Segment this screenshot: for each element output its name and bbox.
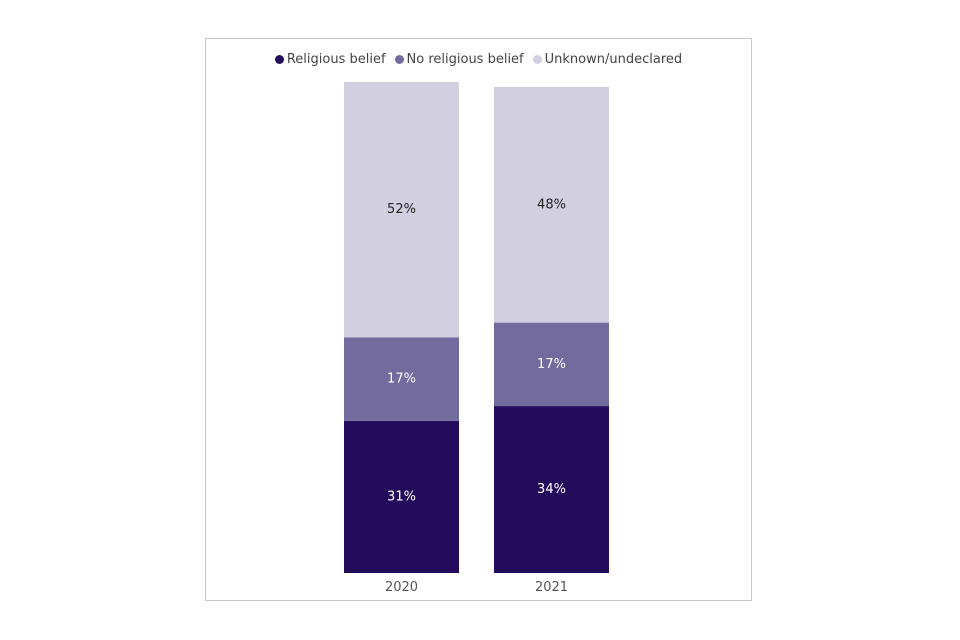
legend-item-unknown-undeclared: Unknown/undeclared [532,52,683,67]
legend-label-religious-belief: Religious belief [286,52,386,67]
data-label-no-religious-belief-2020: 17% [387,372,416,387]
legend: Religious belief No religious belief Unk… [206,52,751,67]
x-tick-label-2020: 2020 [385,580,418,595]
data-label-unknown-undeclared-2020: 52% [387,202,416,217]
legend-item-no-religious-belief: No religious belief [394,52,524,67]
bar-segment-no-religious-belief-2021 [494,322,609,407]
x-tick-label-2021: 2021 [535,580,568,595]
legend-label-unknown-undeclared: Unknown/undeclared [544,52,683,67]
chart-frame: Religious belief No religious belief Unk… [205,38,752,601]
legend-marker-unknown-undeclared [532,55,542,64]
bar-segment-religious-belief-2021 [494,406,609,573]
legend-label-no-religious-belief: No religious belief [406,52,524,67]
legend-marker-no-religious-belief [394,55,404,64]
legend-marker-religious-belief [274,55,284,64]
stacked-bar-plot: 31% 17% 52% 2020 34% 17% 48% 2021 [344,82,609,595]
bar-segment-unknown-undeclared-2020 [344,82,459,338]
data-label-religious-belief-2021: 34% [537,482,566,497]
data-label-no-religious-belief-2021: 17% [537,357,566,372]
data-label-unknown-undeclared-2021: 48% [537,197,566,212]
data-label-religious-belief-2020: 31% [387,489,416,504]
bar-segment-religious-belief-2020 [344,420,459,573]
bar-segment-unknown-undeclared-2021 [494,86,609,323]
legend-item-religious-belief: Religious belief [274,52,386,67]
bar-segment-no-religious-belief-2020 [344,337,459,421]
